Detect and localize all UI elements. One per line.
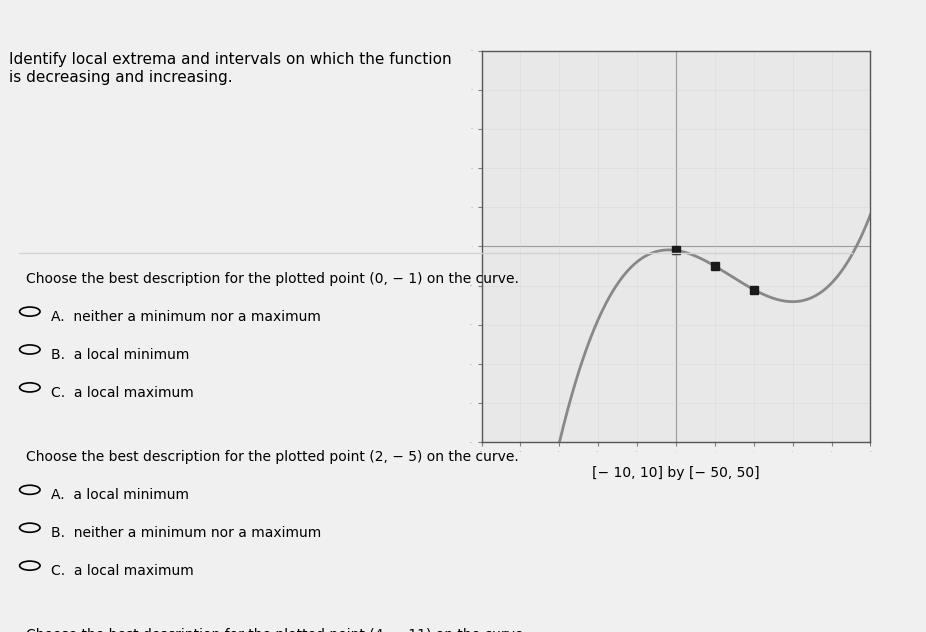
Text: [− 10, 10] by [− 50, 50]: [− 10, 10] by [− 50, 50] [592,466,760,480]
Text: Choose the best description for the plotted point (4, − 11) on the curve.: Choose the best description for the plot… [26,628,527,632]
Text: A.  a local minimum: A. a local minimum [51,489,189,502]
Text: Identify local extrema and intervals on which the function
is decreasing and inc: Identify local extrema and intervals on … [9,52,452,85]
Text: Choose the best description for the plotted point (2, − 5) on the curve.: Choose the best description for the plot… [26,450,519,464]
Text: Choose the best description for the plotted point (0, − 1) on the curve.: Choose the best description for the plot… [26,272,519,286]
Text: A.  neither a minimum nor a maximum: A. neither a minimum nor a maximum [51,310,321,324]
Text: C.  a local maximum: C. a local maximum [51,564,194,578]
Text: B.  neither a minimum nor a maximum: B. neither a minimum nor a maximum [51,526,321,540]
Text: B.  a local minimum: B. a local minimum [51,348,190,362]
Text: C.  a local maximum: C. a local maximum [51,386,194,400]
